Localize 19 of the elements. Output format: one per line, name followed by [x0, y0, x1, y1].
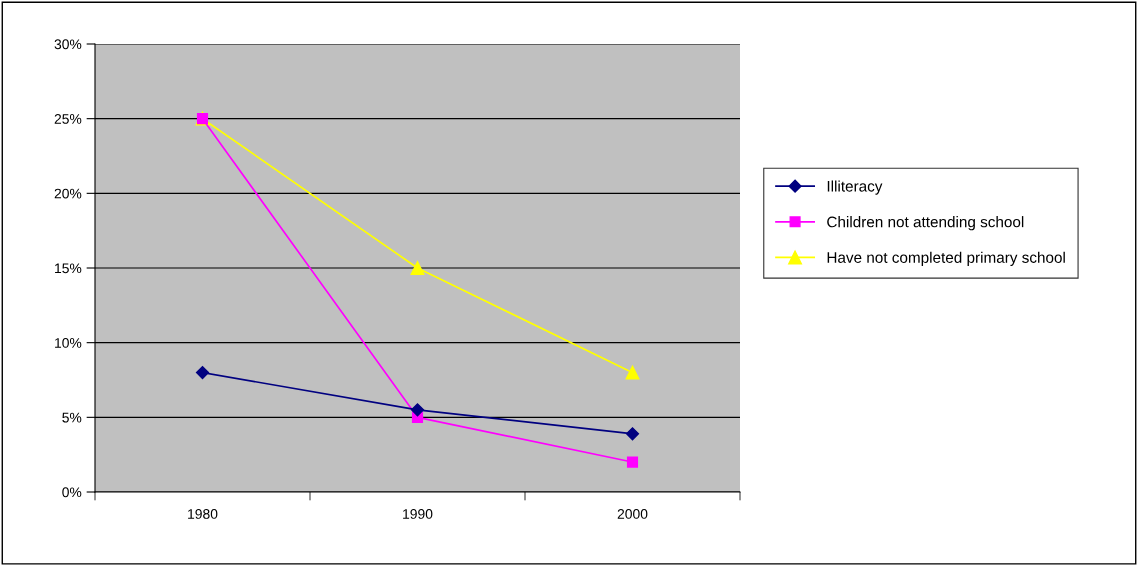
point [410, 261, 425, 275]
x-tick-label: 1990 [403, 509, 433, 519]
point [625, 427, 640, 441]
y-tick-label: 15% [55, 263, 82, 274]
legend-label: Children not attending school [827, 216, 1024, 231]
point [626, 456, 639, 468]
legend-label: Illiteracy [827, 180, 883, 195]
y-tick-label: 10% [55, 338, 82, 348]
legend-label: Have not completed primary school [827, 251, 1065, 266]
point [625, 365, 640, 380]
y-tick-label: 0% [62, 487, 82, 498]
y-tick-label: 5% [62, 412, 82, 423]
y-tick-label: 30% [54, 39, 82, 50]
x-tick-label: 1980 [188, 509, 218, 519]
x-tick-label: 2000 [617, 509, 648, 519]
y-tick-label: 20% [54, 188, 82, 199]
point [410, 403, 425, 417]
y-tick-label: 25% [54, 114, 82, 124]
point [195, 365, 210, 380]
